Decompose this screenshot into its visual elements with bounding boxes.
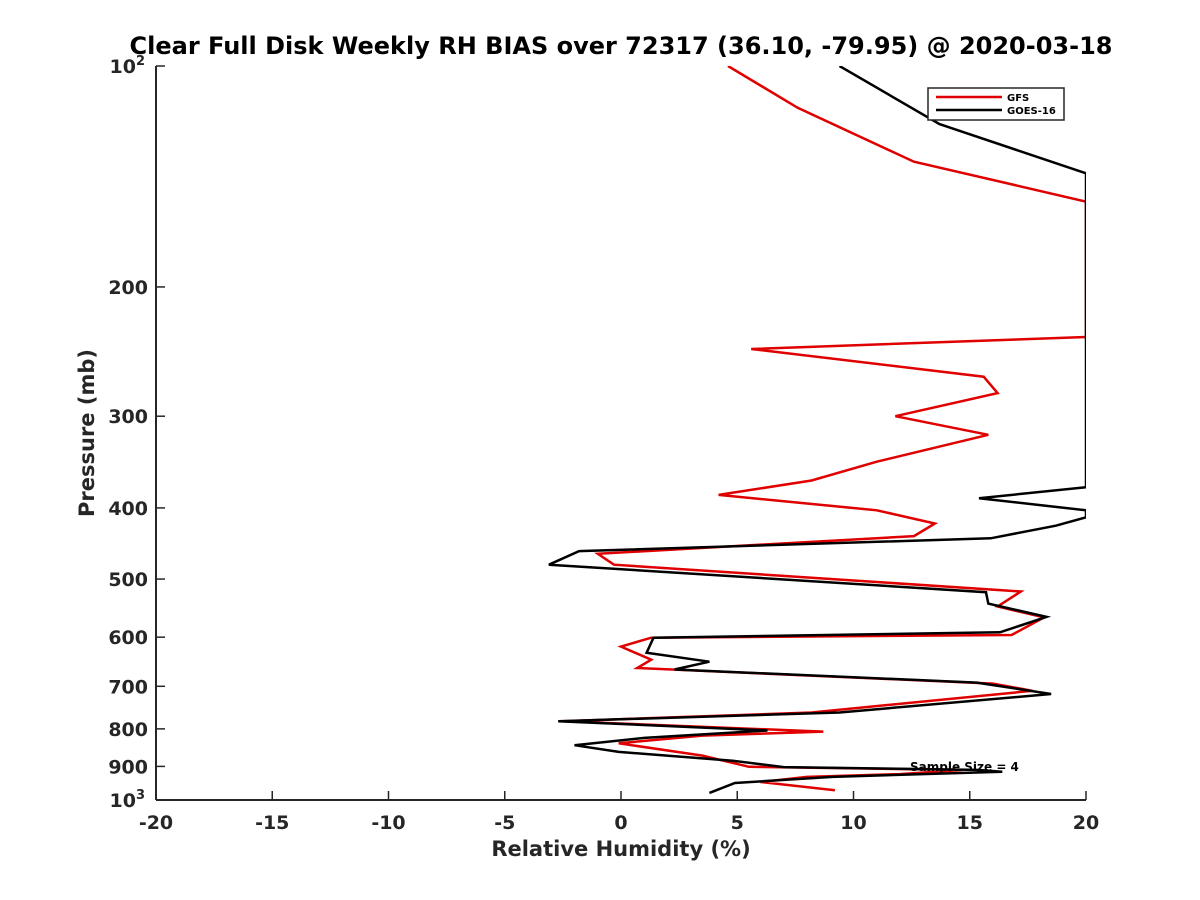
y-axis-label: Pressure (mb) (75, 349, 99, 517)
x-tick-label: 10 (840, 812, 866, 834)
y-tick-label: 600 (108, 627, 148, 649)
y-tick-exponent: 2 (136, 54, 145, 69)
x-tick-label: -10 (371, 812, 405, 834)
x-tick-label: -5 (494, 812, 515, 834)
x-ticks: -20 -15 -10 -5 0 5 10 15 20 (139, 791, 1099, 834)
sample-size-annotation: Sample Size = 4 (910, 760, 1019, 774)
y-tick-exponent: 3 (136, 788, 145, 803)
x-tick-label: 5 (731, 812, 744, 834)
y-tick-label: 500 (108, 569, 148, 591)
y-tick-label: 700 (108, 676, 148, 698)
y-tick-label: 200 (108, 277, 148, 299)
y-tick-label: 10 (110, 56, 136, 78)
y-tick-label: 900 (108, 756, 148, 778)
series-line-goes16 (548, 66, 1086, 795)
x-tick-label: -20 (139, 812, 173, 834)
y-tick-label: 800 (108, 719, 148, 741)
y-tick-label: 400 (108, 498, 148, 520)
chart-title: Clear Full Disk Weekly RH BIAS over 7231… (130, 32, 1113, 60)
legend-label-goes16: GOES-16 (1007, 106, 1056, 117)
legend-box (927, 87, 1065, 121)
legend: GFS GOES-16 (927, 87, 1065, 121)
x-tick-label: 15 (957, 812, 983, 834)
x-tick-label: -15 (255, 812, 289, 834)
x-tick-label: 20 (1073, 812, 1099, 834)
x-axis-label: Relative Humidity (%) (491, 837, 750, 861)
legend-label-gfs: GFS (1007, 93, 1029, 104)
y-tick-label: 10 (110, 790, 136, 812)
series-line-gfs (562, 66, 1086, 792)
y-tick-label: 300 (108, 406, 148, 428)
x-tick-label: 0 (614, 812, 627, 834)
series-layer (548, 66, 1086, 795)
